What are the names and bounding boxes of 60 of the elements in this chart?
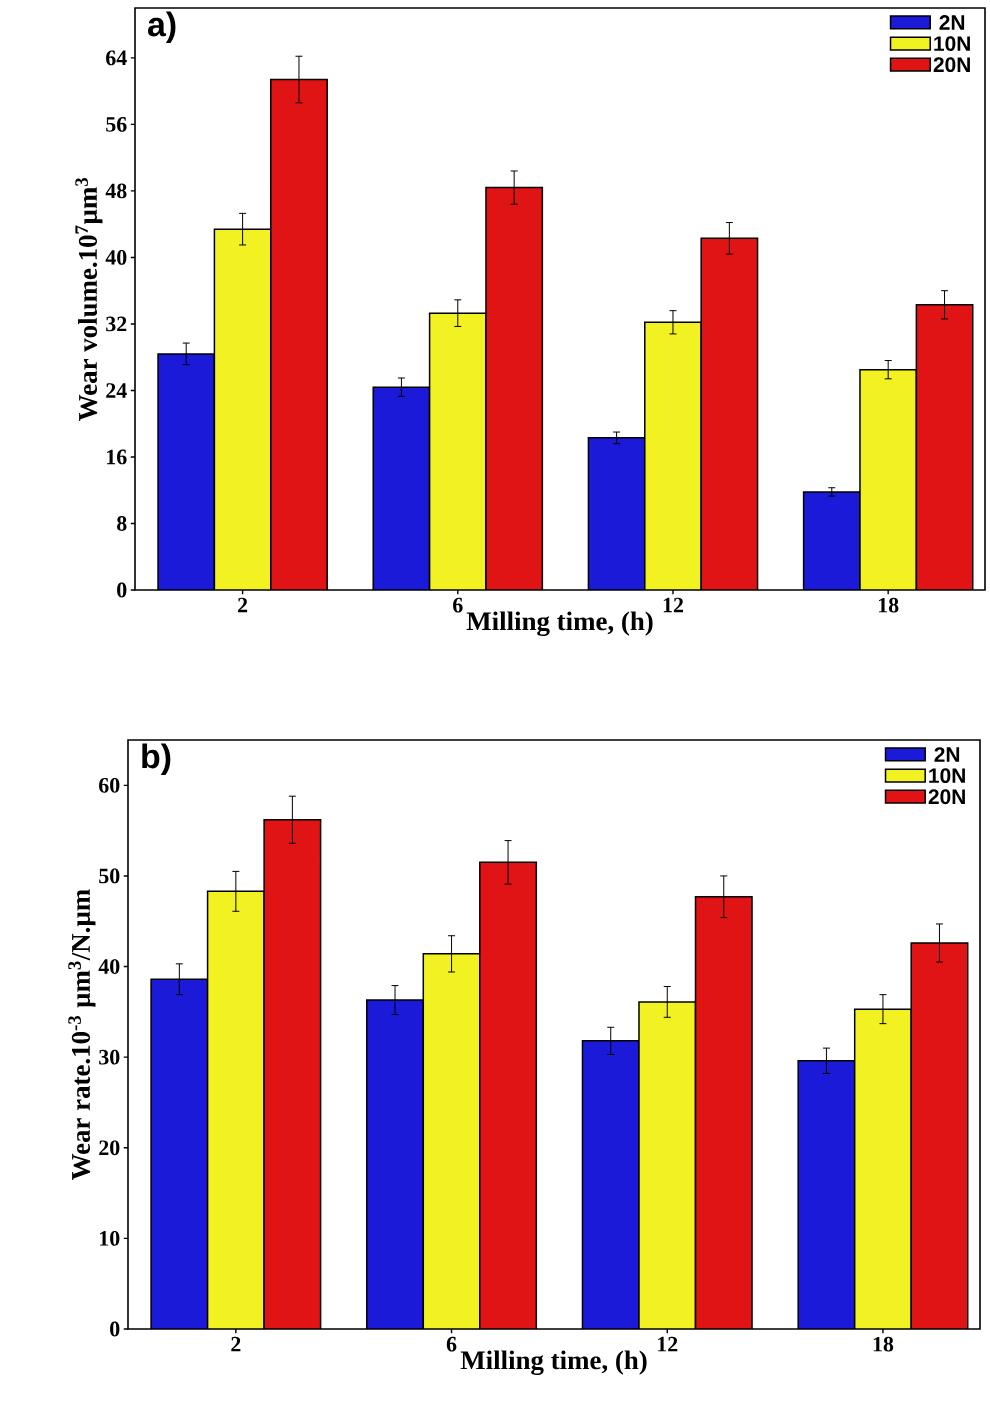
y-tick-label: 48: [105, 183, 127, 199]
bar: [802, 491, 861, 591]
bar: [797, 1060, 856, 1330]
legend-label: 20N: [928, 789, 965, 805]
x-axis-title: Milling time, (h): [466, 611, 653, 637]
y-tick-label: 8: [117, 516, 127, 531]
bar: [859, 368, 918, 591]
bar: [158, 353, 215, 591]
bar: [644, 322, 702, 591]
chart-title: b): [142, 743, 171, 776]
x-tick-label: 2: [231, 1336, 241, 1352]
y-tick-label: 0: [110, 1321, 120, 1337]
x-tick-label: 12: [658, 1336, 678, 1352]
bar: [207, 891, 265, 1330]
x-tick-label: 12: [663, 597, 683, 613]
y-tick-label: 24: [106, 383, 127, 398]
bar: [214, 229, 271, 591]
x-tick-label: 18: [873, 1336, 894, 1352]
legend-label: 2N: [939, 15, 965, 30]
y-tick-label: 40: [98, 959, 120, 974]
bar: [264, 819, 321, 1330]
x-tick-label: 6: [446, 1336, 457, 1352]
legend-label: 2N: [934, 747, 960, 762]
bar: [910, 942, 969, 1330]
bar: [915, 304, 974, 591]
y-tick-label: 10: [100, 1231, 120, 1246]
legend-label: 20N: [933, 57, 970, 73]
chart-title: a): [148, 11, 176, 44]
legend-label: 10N: [934, 36, 970, 52]
x-tick-label: 6: [453, 597, 463, 613]
bar: [582, 1040, 639, 1330]
y-tick-label: 20: [99, 1140, 120, 1156]
bar: [485, 187, 543, 591]
bar: [373, 387, 430, 591]
y-tick-label: 40: [105, 250, 127, 265]
y-tick-label: 32: [106, 316, 127, 332]
y-axis-title: Wear volume.10$^{7}$µm$^{3}$: [75, 177, 103, 421]
y-tick-label: 30: [99, 1049, 120, 1065]
legend-label: 10N: [929, 768, 965, 784]
bar: [638, 1001, 696, 1330]
bar: [701, 238, 758, 591]
y-tick-label: 0: [117, 582, 127, 598]
x-tick-label: 2: [238, 597, 248, 613]
bar: [423, 953, 480, 1330]
bar: [479, 862, 537, 1330]
bar: [695, 896, 753, 1330]
bar: [588, 437, 645, 591]
bar: [853, 1008, 912, 1330]
bar: [151, 979, 208, 1330]
y-tick-label: 50: [99, 868, 120, 884]
y-tick-label: 16: [107, 449, 127, 465]
bar: [270, 79, 328, 591]
x-axis-title: Milling time, (h): [460, 1350, 647, 1376]
x-tick-label: 18: [878, 597, 899, 613]
bar: [429, 313, 486, 591]
y-tick-label: 60: [99, 777, 120, 793]
y-tick-label: 64: [106, 50, 127, 66]
y-tick-label: 56: [106, 117, 127, 132]
y-axis-title: Wear rate.10$^{-3}$ µm$^{3}$/N.µm: [68, 889, 96, 1180]
bar: [366, 1000, 424, 1330]
